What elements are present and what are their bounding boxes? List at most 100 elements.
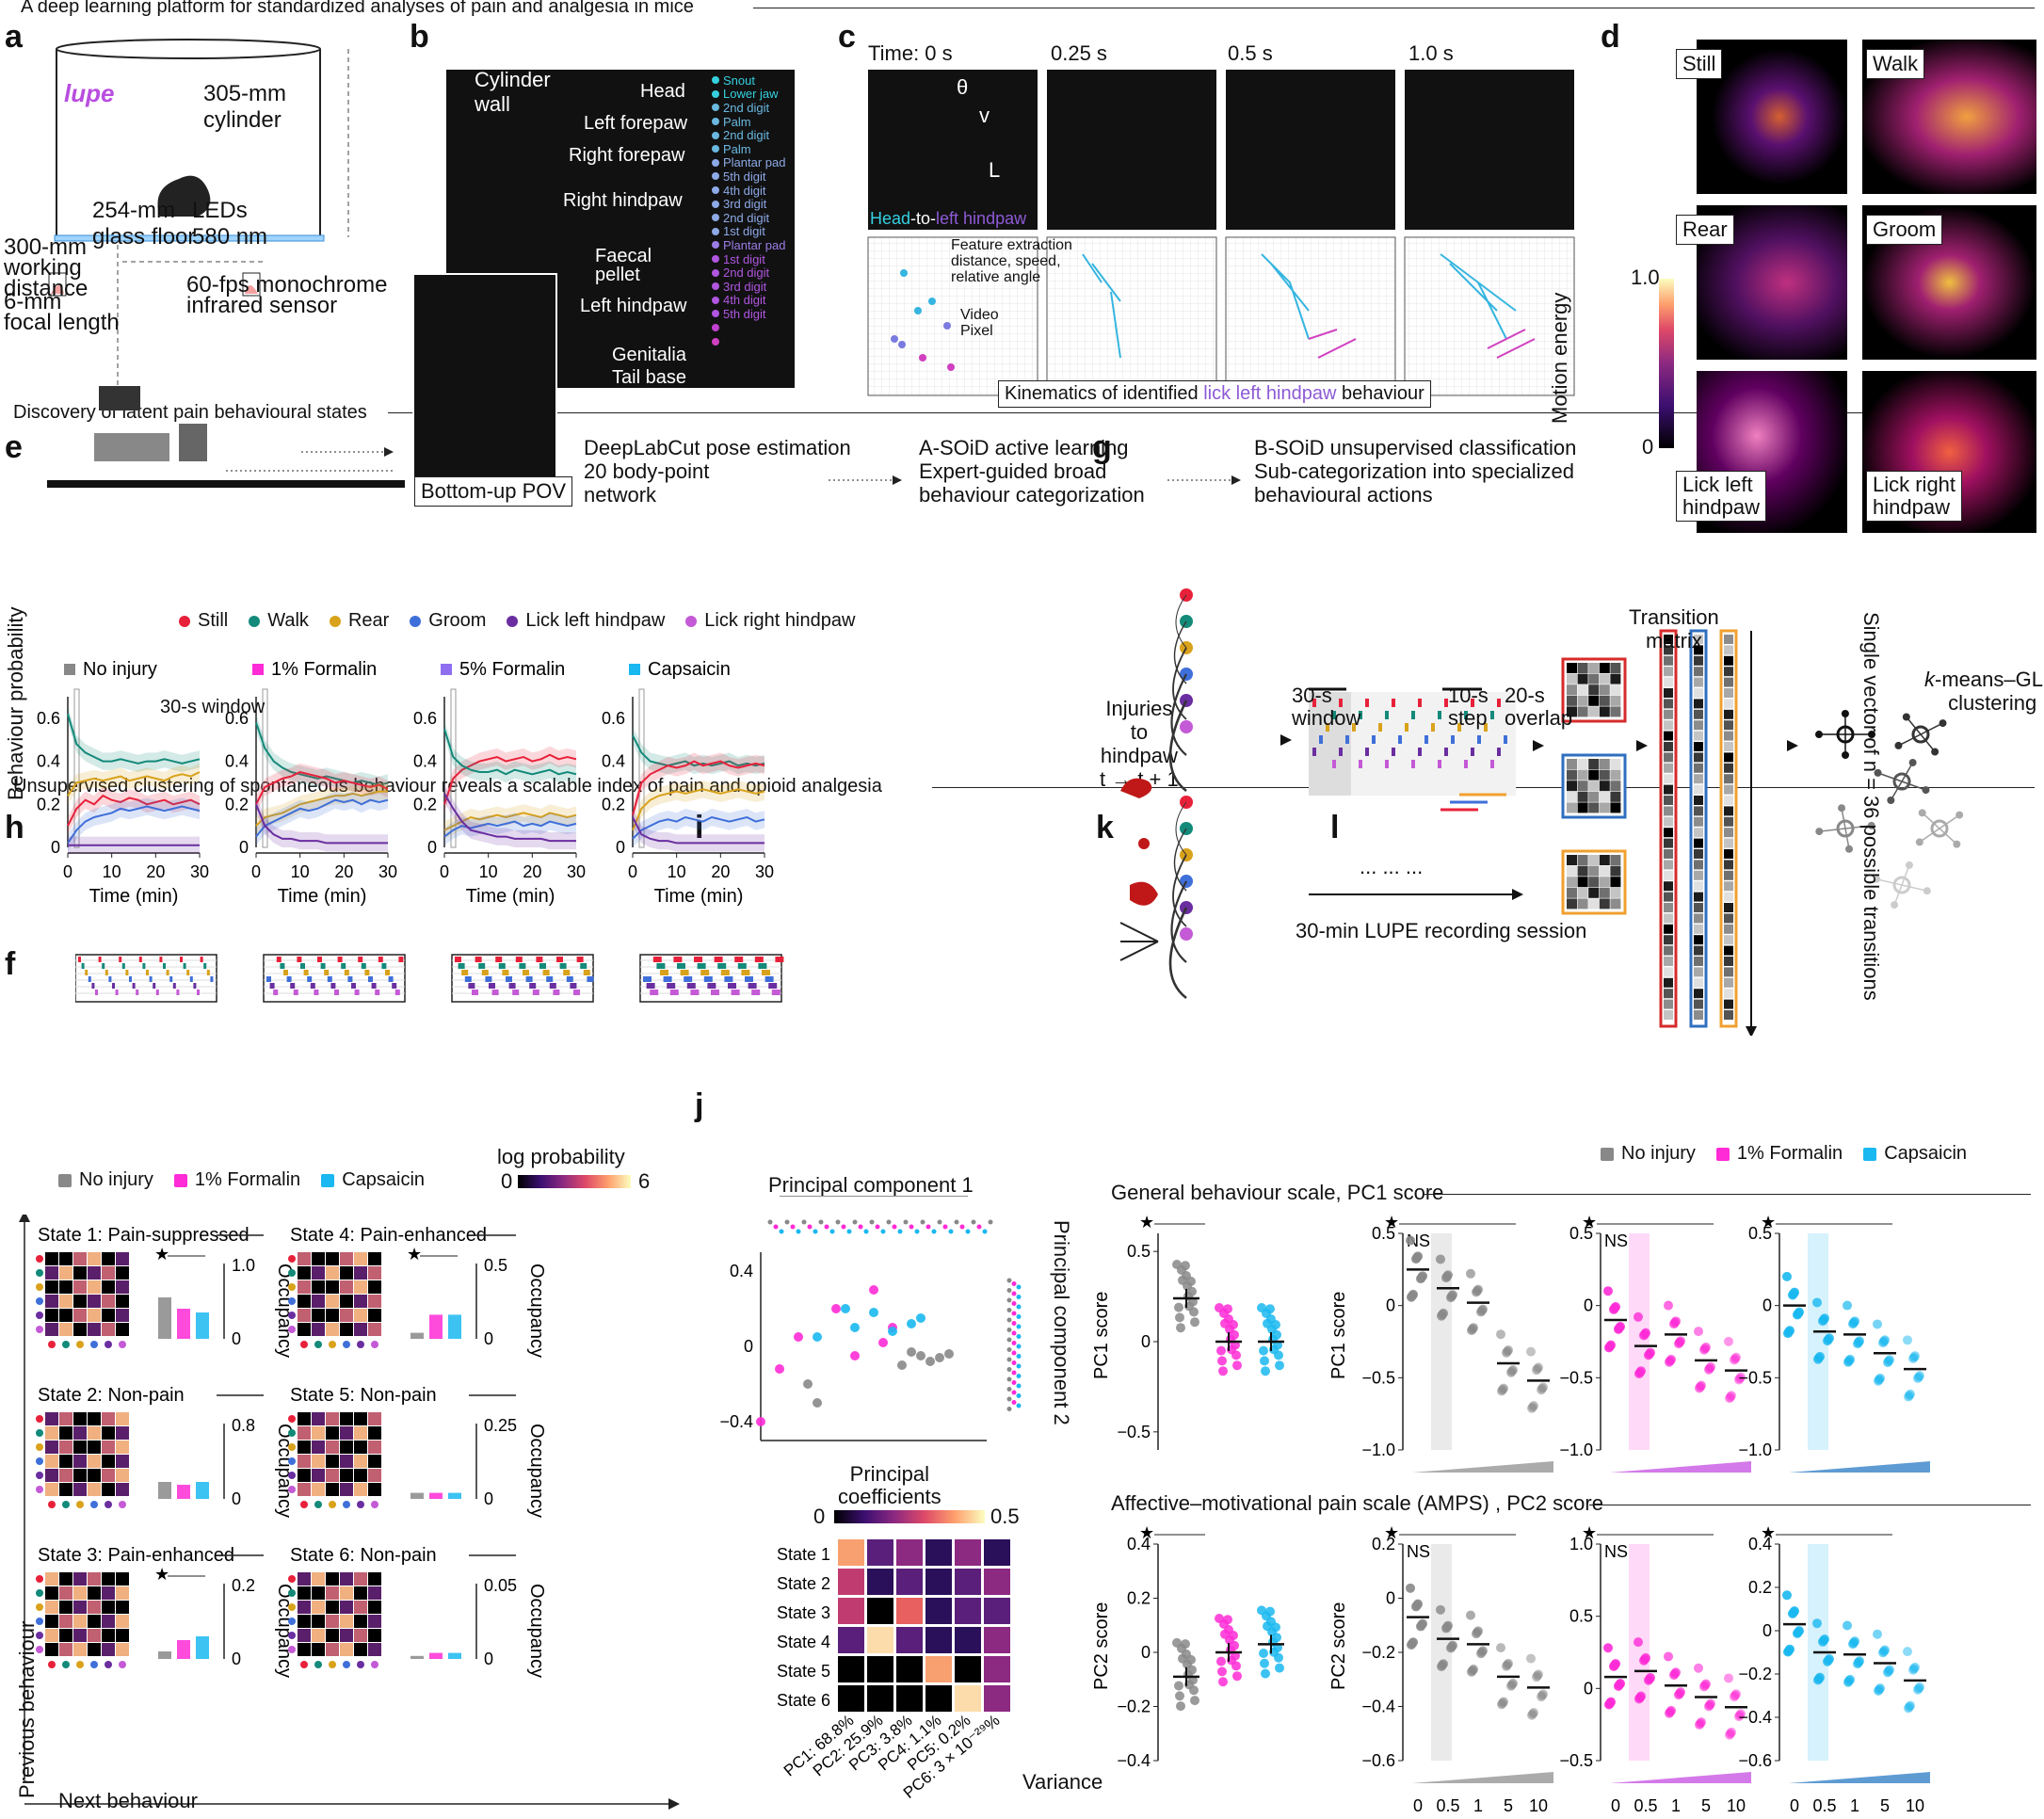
ethogram-bar: [717, 963, 727, 969]
data-point: [1906, 1700, 1915, 1711]
series-line: [443, 812, 577, 831]
pc1-marginal-point: [903, 1219, 909, 1225]
vector-cell: [1694, 752, 1703, 763]
pc1-marginal-point: [796, 1229, 801, 1234]
legend-item: Groom: [410, 610, 486, 632]
transition-cell: [354, 1469, 367, 1482]
window-highlight: [1309, 692, 1351, 796]
window-box: [73, 688, 80, 848]
col-dot: [105, 1341, 112, 1348]
transition-cell: [45, 1309, 58, 1322]
dose-wedge: [1789, 1772, 1930, 1783]
j-title: Principal coefficients: [838, 1462, 942, 1508]
occupancy-bar: [196, 1636, 209, 1659]
dose-highlight: [1431, 1233, 1452, 1450]
pc1-marginal-point: [835, 1219, 841, 1225]
pc2-marginal-point: [1016, 1363, 1022, 1369]
data-point: [1508, 1365, 1518, 1375]
row-dot: [36, 1472, 43, 1479]
h-legend: No injury 1% Formalin Capsaicin: [58, 1169, 445, 1192]
ethogram-bar: [159, 957, 163, 962]
data-point: [1271, 1320, 1280, 1329]
ethogram-bar: [136, 990, 139, 995]
ethogram-bar: [506, 976, 512, 982]
pc1-label: Principal component 1: [768, 1173, 974, 1197]
vector-cell: [1724, 635, 1733, 644]
x-tick-label: 0: [63, 862, 72, 881]
vector-cell: [1724, 763, 1733, 773]
transition-cell: [298, 1615, 311, 1628]
transition-cell: [116, 1483, 129, 1496]
data-point: [1231, 1350, 1241, 1360]
data-point: [1815, 1351, 1825, 1361]
mouse-icon: [1120, 778, 1152, 798]
g-arrow-1: [1280, 734, 1292, 746]
bodypoint-label: 4th digit: [723, 183, 766, 198]
transition-cell: [326, 1483, 339, 1496]
row-dot: [288, 1618, 296, 1625]
vector-cell: [1694, 935, 1703, 945]
data-point: [1855, 1656, 1864, 1666]
vector-cell: [1664, 752, 1673, 763]
pc2-marginal-point: [1006, 1297, 1012, 1303]
transition-arc: [1173, 828, 1187, 892]
bodypoint-dot: [712, 158, 719, 167]
series-line: [443, 793, 576, 843]
heatmap-cell: [984, 1569, 1010, 1595]
legend-swatch: [1601, 1147, 1614, 1161]
transition-cell: [59, 1280, 72, 1294]
vector-cell: [1694, 967, 1703, 977]
matrix-cell: [1588, 759, 1600, 769]
vector-cell: [1694, 655, 1703, 666]
occupancy-ymin: 0: [232, 1650, 241, 1668]
row-dot: [36, 1297, 43, 1305]
row-dot: [288, 1269, 296, 1277]
y-tick-label: 0.5: [1569, 1224, 1593, 1243]
data-point: [1903, 1647, 1912, 1657]
panel-label-i: i: [695, 810, 704, 845]
ethogram-bar: [461, 970, 469, 975]
ethogram-bar: [508, 983, 516, 989]
bodypoint-label: 4th digit: [723, 293, 766, 308]
legend-swatch: [685, 615, 698, 627]
transition-cell: [340, 1469, 353, 1482]
data-point: [1843, 1300, 1852, 1311]
pc2-marginal-point: [1011, 1311, 1017, 1316]
vector-cell: [1664, 655, 1673, 666]
significance-star: ★: [1384, 1213, 1399, 1231]
pca-point: [907, 1319, 916, 1328]
transition-cell: [116, 1309, 129, 1322]
transition-cell: [340, 1455, 353, 1468]
transition-cell: [73, 1295, 87, 1308]
data-point: [1473, 1284, 1483, 1295]
legend-swatch: [1715, 1147, 1730, 1161]
session-bar: [1405, 723, 1408, 732]
v-label: v: [979, 104, 990, 127]
data-point: [1469, 1323, 1478, 1333]
legend-swatch: [410, 615, 422, 627]
ethogram-bar: [266, 976, 271, 982]
session-bar: [1457, 723, 1461, 732]
ethogram-bar: [132, 983, 136, 989]
legend-label: 1% Formalin: [194, 1169, 301, 1190]
heatmap-cell: [896, 1685, 923, 1712]
data-point: [1413, 1599, 1423, 1609]
transition-cell: [102, 1323, 115, 1336]
matrix-cell: [1610, 769, 1621, 781]
transition-cell: [340, 1280, 353, 1294]
ethogram-bar: [737, 963, 747, 969]
bodypoint-label: 5th digit: [723, 306, 766, 321]
pc2-marginal-point: [1016, 1354, 1022, 1359]
significance-star: ★: [1761, 1213, 1776, 1231]
dose-wedge: [1610, 1461, 1751, 1473]
ethogram-bar: [646, 983, 655, 989]
ethogram-bar: [290, 983, 296, 989]
pc1-marginal-point: [767, 1219, 773, 1225]
ethogram-bar: [694, 957, 702, 962]
pc2-marginal-point: [1011, 1341, 1017, 1345]
vector-cell: [1724, 860, 1733, 870]
matrix-cell: [1577, 759, 1588, 769]
series-band: [633, 808, 764, 847]
transition-cell: [59, 1295, 72, 1308]
section-title-top: A deep learning platform for standardize…: [21, 0, 694, 17]
